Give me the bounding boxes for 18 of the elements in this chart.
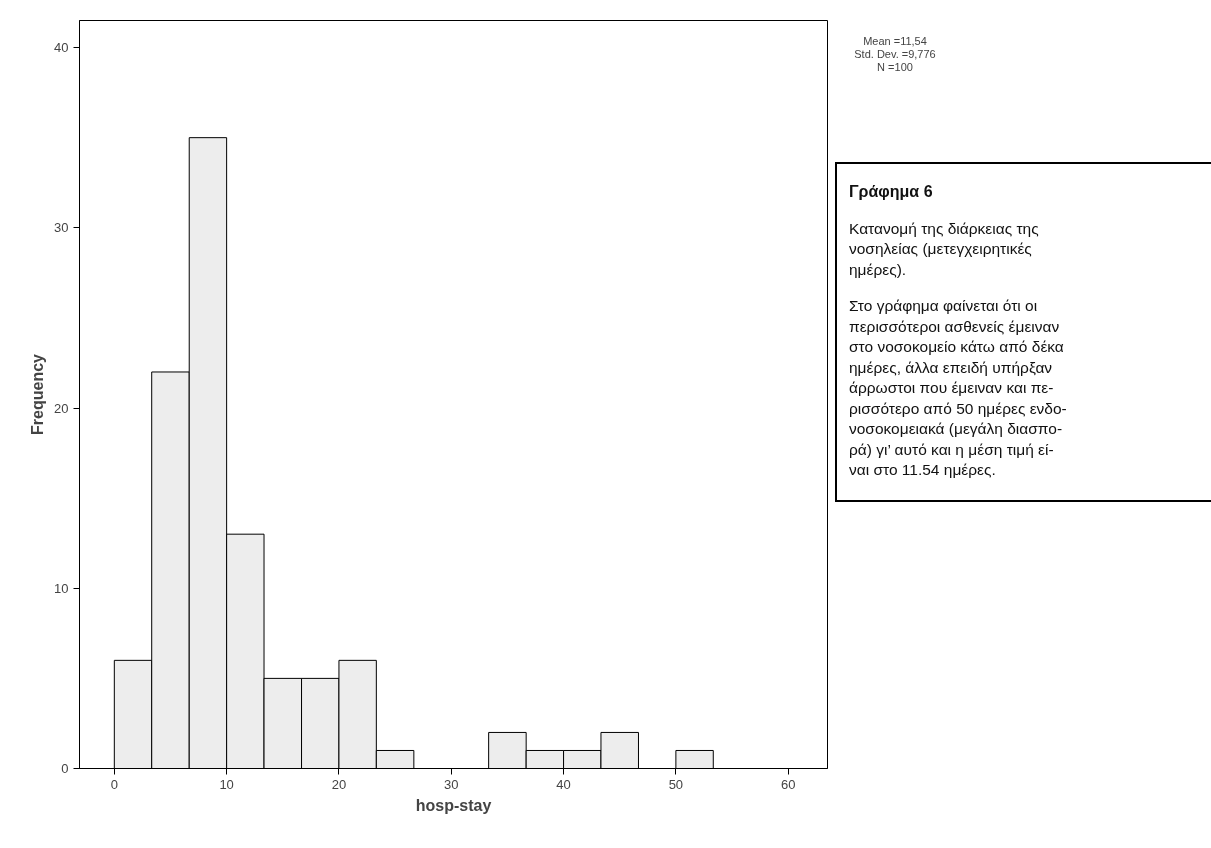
text: Κατανομή της διάρκειας της νοσηλείας (μετεγχειρητικές ημέρες). [849,218,1040,280]
x-tick-label: 20 [331,776,347,792]
y-tick-label: 20 [54,400,69,416]
y-axis-title: Frequency [29,353,47,435]
x-tick-label: 60 [780,776,796,792]
x-tick-label: 50 [668,776,684,792]
y-tick-label: 0 [61,761,69,776]
text: Στο γράφημα φαίνεται ότι οι περισσότεροι ασθενείς έμειναν στο νοσοκομείο κάτω από δέκα ημέρες, άλλα επειδή υπήρξαν άρρωστοι που έμειναν και πε- ρισσότερο από 50 ημέρες ενδο- νοσοκομειακά (μεγάλη διασπο- ρά) γι’ αυτό και η μέση τιμή εί- ναι στο 11.54 ημέρες. [849,297,1067,478]
y-tick-label: 10 [54,580,69,596]
x-tick-label: 0 [110,776,118,792]
x-tick-label: 10 [219,776,234,792]
y-tick-label: 30 [54,220,69,236]
x-tick-label: 40 [556,776,571,792]
text: Mean =11,54 Std. Dev. =9,776 N =100 [853,35,937,74]
x-tick-label: 30 [444,776,459,792]
y-tick-label: 40 [54,40,69,56]
x-axis-title: hosp-stay [415,796,492,814]
text: Γράφημα 6 [849,182,934,202]
